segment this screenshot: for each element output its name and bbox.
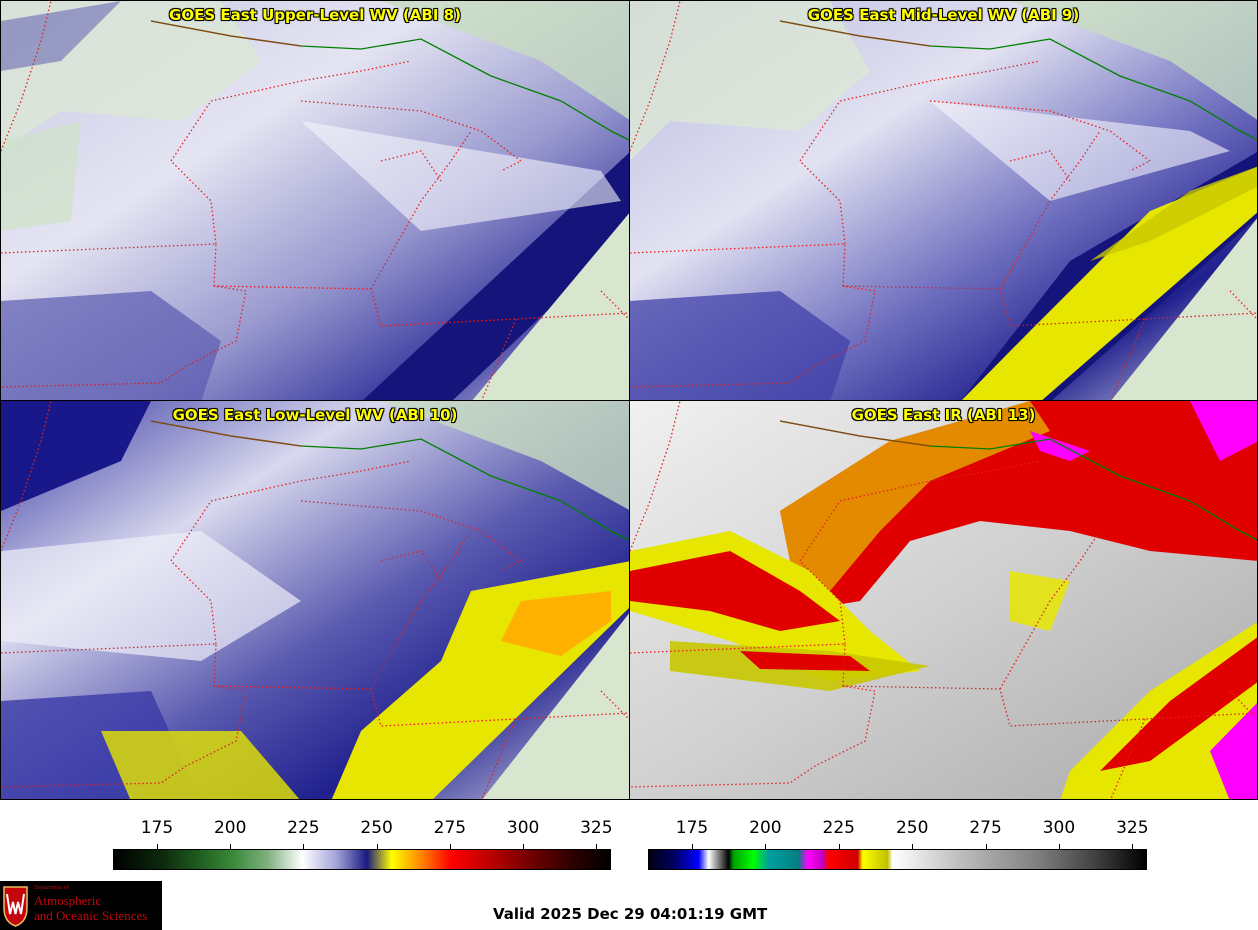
colorbar-ir-tick-mark [838,844,840,850]
colorbar-wv-tick-label: 175 [140,818,174,838]
colorbar-wv-tick-mark [303,844,305,850]
logo-line2: and Oceanic Sciences [34,908,148,923]
colorbar-wv-tick-label: 250 [360,818,393,838]
panel-title-ir: GOES East IR (ABI 13) [851,406,1036,424]
colorbar-wv-tick-mark [523,844,525,850]
uw-crest-icon [3,886,28,927]
panel-mid-level-wv: GOES East Mid-Level WV (ABI 9) [629,0,1258,401]
colorbar-wv-tick-label: 200 [213,818,247,838]
colorbar-wv-tick-mark [376,844,378,850]
map-low-level-wv [1,401,629,799]
colorbar-ir-tick-label: 300 [1042,818,1076,838]
colorbar-ir-tick-mark [912,844,914,850]
colorbar-wv-tick-label: 300 [506,818,540,838]
logo-line1: Atmospheric [34,893,102,908]
colorbar-ir-tick-label: 200 [749,818,782,838]
colorbar-ir-tick-label: 325 [1116,818,1149,838]
uw-aos-logo: Department of Atmospheric and Oceanic Sc… [0,881,162,930]
colorbar-wv-tick-label: 325 [580,818,613,838]
logo-dept-text: Department of [34,885,69,891]
panel-title-mid-level-wv: GOES East Mid-Level WV (ABI 9) [807,6,1080,24]
valid-time-label: Valid 2025 Dec 29 04:01:19 GMT [493,905,768,923]
colorbar-wv-tick-label: 225 [287,818,320,838]
map-upper-level-wv [1,1,629,400]
colorbar-wv-tick-label: 275 [433,818,467,838]
colorbar-ir-ticks: 175 200 225 250 275 300 325 [648,818,1149,850]
colorbar-ir-tick-label: 250 [895,818,929,838]
colorbar-wv-tick-mark [596,844,598,850]
colorbar-ir [648,849,1147,870]
colorbar-ir-tick-mark [1058,844,1060,850]
colorbar-ir-tick-label: 225 [822,818,856,838]
colorbar-wv [113,849,611,870]
colorbar-wv-tick-mark [449,844,451,850]
panel-title-upper-level-wv: GOES East Upper-Level WV (ABI 8) [169,6,461,24]
colorbar-ir-tick-mark [985,844,987,850]
colorbar-ir-tick-mark [765,844,767,850]
panel-upper-level-wv: GOES East Upper-Level WV (ABI 8) [0,0,630,401]
panel-low-level-wv: GOES East Low-Level WV (ABI 10) [0,400,630,800]
panel-ir: GOES East IR (ABI 13) [629,400,1258,800]
panel-title-low-level-wv: GOES East Low-Level WV (ABI 10) [172,406,458,424]
colorbar-wv-tick-mark [156,844,158,850]
colorbar-ir-tick-mark [1132,844,1134,850]
colorbar-ir-tick-mark [692,844,694,850]
colorbar-wv-tick-mark [230,844,232,850]
map-ir [630,401,1257,799]
colorbar-ir-tick-label: 175 [675,818,709,838]
map-mid-level-wv [630,1,1257,400]
colorbar-ir-tick-label: 275 [969,818,1002,838]
colorbar-wv-ticks: 175 200 225 250 275 300 325 [113,818,613,850]
